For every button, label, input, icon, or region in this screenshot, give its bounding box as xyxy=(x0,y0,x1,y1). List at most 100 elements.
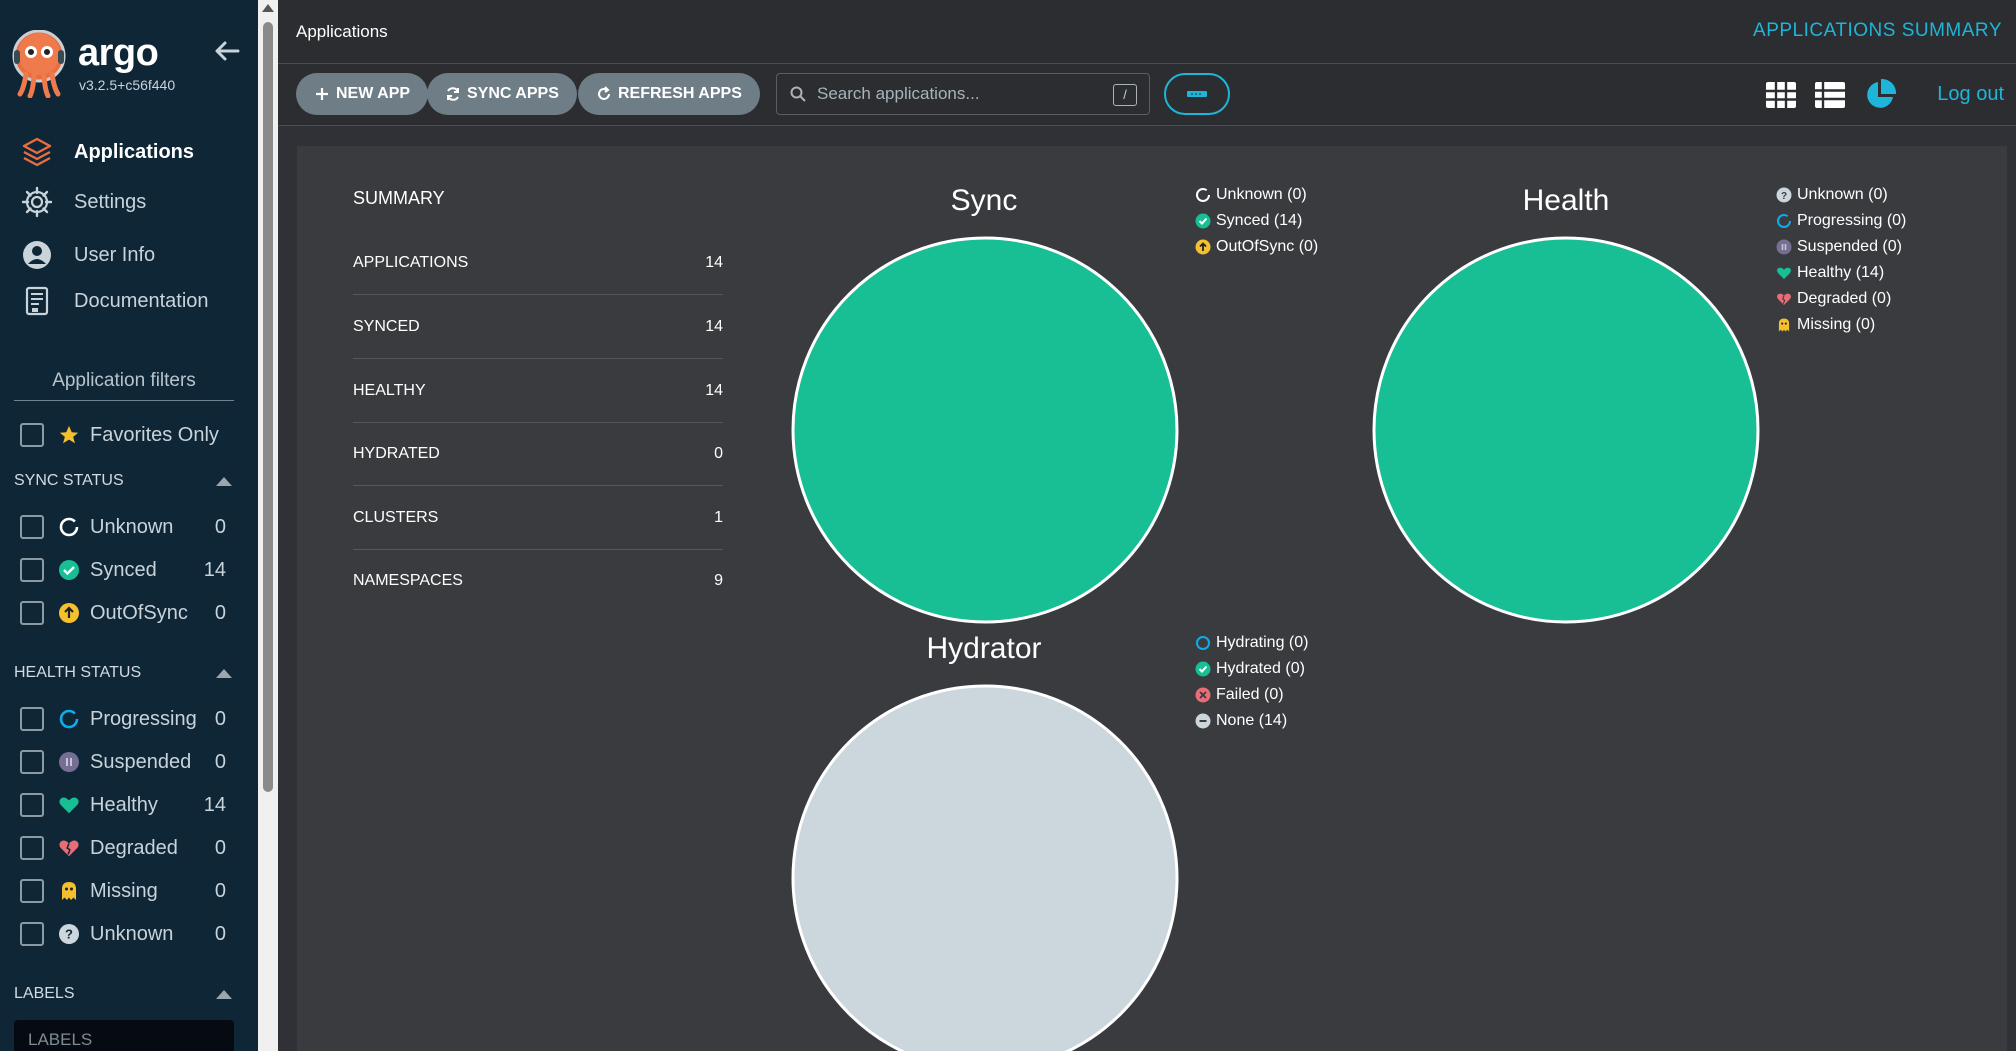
legend-label: Synced (14) xyxy=(1216,212,1303,229)
checkbox[interactable] xyxy=(20,707,44,731)
filter-sync-outofsync[interactable]: OutOfSync 0 xyxy=(20,598,234,628)
health-pie-chart xyxy=(1372,236,1760,624)
app-version: v3.2.5+c56f440 xyxy=(79,77,176,93)
search-box[interactable]: / xyxy=(776,73,1150,115)
view-tiles-button[interactable] xyxy=(1764,78,1798,112)
nav-user-info[interactable]: User Info xyxy=(20,235,155,275)
svg-text:?: ? xyxy=(1781,191,1787,202)
checkbox[interactable] xyxy=(20,836,44,860)
checkbox[interactable] xyxy=(20,793,44,817)
filter-favorites[interactable]: Favorites Only xyxy=(20,420,234,450)
section-title: LABELS xyxy=(14,985,75,1002)
filter-health-suspended[interactable]: Suspended 0 xyxy=(20,747,234,777)
sidebar-scrollbar[interactable] xyxy=(258,0,278,1051)
circle-notch-icon xyxy=(58,516,80,538)
book-icon xyxy=(20,284,54,318)
summary-label: HEALTHY xyxy=(353,381,426,399)
nav-label: Applications xyxy=(74,140,195,163)
favorites-label: Favorites Only xyxy=(90,423,219,446)
nav-settings[interactable]: Settings xyxy=(20,182,146,222)
scroll-up-arrow-icon[interactable] xyxy=(262,4,274,12)
section-title: HEALTH STATUS xyxy=(14,664,142,681)
section-title: SYNC STATUS xyxy=(14,472,124,489)
legend-label: Hydrating (0) xyxy=(1216,634,1309,651)
filter-label: Missing xyxy=(90,879,158,902)
search-input[interactable] xyxy=(817,84,1107,104)
summary-label: NAMESPACES xyxy=(353,572,463,589)
summary-value: 9 xyxy=(714,572,723,589)
legend-item: Degraded (0) xyxy=(1776,286,1906,312)
check-circle-icon xyxy=(1195,661,1211,677)
sidebar: argo v3.2.5+c56f440 Applications Setting… xyxy=(0,0,258,1051)
check-circle-icon xyxy=(58,559,80,581)
broken-heart-icon xyxy=(1776,291,1792,307)
new-app-button[interactable]: NEW APP xyxy=(296,73,429,115)
summary-value: 14 xyxy=(705,317,723,335)
collapse-sidebar-button[interactable] xyxy=(212,36,242,66)
checkbox[interactable] xyxy=(20,922,44,946)
filter-toggle-button[interactable] xyxy=(1164,73,1230,115)
summary-title: SUMMARY xyxy=(353,188,445,208)
progress-circle-icon xyxy=(1776,213,1792,229)
sync-status-header[interactable]: SYNC STATUS xyxy=(14,470,234,492)
filter-sync-synced[interactable]: Synced 14 xyxy=(20,555,234,585)
pie-chart-icon xyxy=(1867,78,1897,108)
legend-item: Hydrating (0) xyxy=(1195,630,1308,656)
broken-heart-icon xyxy=(58,837,80,859)
refresh-icon xyxy=(598,86,610,100)
filter-health-missing[interactable]: Missing 0 xyxy=(20,876,234,906)
heart-icon xyxy=(58,794,80,816)
checkbox[interactable] xyxy=(20,879,44,903)
view-list-button[interactable] xyxy=(1813,78,1847,112)
filter-bar-icon xyxy=(1187,91,1207,97)
legend-item: Hydrated (0) xyxy=(1195,656,1308,682)
checkbox[interactable] xyxy=(20,558,44,582)
filter-count: 0 xyxy=(214,750,226,773)
checkbox[interactable] xyxy=(20,515,44,539)
legend-item: Suspended (0) xyxy=(1776,234,1906,260)
view-summary-button[interactable] xyxy=(1863,78,1897,112)
search-icon xyxy=(790,86,806,102)
summary-value: 14 xyxy=(705,253,723,271)
collapse-triangle-icon xyxy=(216,476,232,486)
summary-row: HEALTHY 14 xyxy=(353,359,723,423)
logout-link[interactable]: Log out xyxy=(1937,83,2004,105)
arrow-up-circle-icon xyxy=(1195,239,1211,255)
favorites-checkbox[interactable] xyxy=(20,423,44,447)
filters-title: Application filters xyxy=(14,370,234,401)
list-icon xyxy=(1815,82,1845,108)
pie-slice-healthy[interactable] xyxy=(1372,236,1760,624)
scroll-thumb[interactable] xyxy=(263,22,273,792)
pie-slice-none[interactable] xyxy=(791,684,1179,1051)
legend-label: Unknown (0) xyxy=(1797,186,1888,203)
checkbox[interactable] xyxy=(20,750,44,774)
labels-input[interactable]: LABELS xyxy=(14,1020,234,1051)
button-label: SYNC APPS xyxy=(467,85,559,102)
health-status-header[interactable]: HEALTH STATUS xyxy=(14,662,234,684)
argo-logo[interactable] xyxy=(12,29,66,99)
summary-row: CLUSTERS 1 xyxy=(353,486,723,550)
argo-octopus-icon xyxy=(12,29,66,99)
minus-circle-icon xyxy=(1195,713,1211,729)
pie-slice-synced[interactable] xyxy=(791,236,1179,624)
checkbox[interactable] xyxy=(20,601,44,625)
breadcrumb[interactable]: Applications xyxy=(296,22,388,41)
labels-header[interactable]: LABELS xyxy=(14,983,234,1005)
nav-label: Settings xyxy=(74,190,147,213)
sync-apps-button[interactable]: SYNC APPS xyxy=(427,73,577,115)
refresh-apps-button[interactable]: REFRESH APPS xyxy=(578,73,760,115)
health-chart-title: Health xyxy=(1522,184,1610,217)
filter-health-unknown[interactable]: ? Unknown 0 xyxy=(20,919,234,949)
filter-count: 0 xyxy=(214,601,226,624)
nav-documentation[interactable]: Documentation xyxy=(20,281,209,321)
filter-health-degraded[interactable]: Degraded 0 xyxy=(20,833,234,863)
filter-health-healthy[interactable]: Healthy 14 xyxy=(20,790,234,820)
nav-applications[interactable]: Applications xyxy=(20,132,194,172)
filter-sync-unknown[interactable]: Unknown 0 xyxy=(20,512,234,542)
button-label: REFRESH APPS xyxy=(618,85,742,102)
filter-health-progressing[interactable]: Progressing 0 xyxy=(20,704,234,734)
pause-circle-icon xyxy=(58,751,80,773)
legend-item: ? Unknown (0) xyxy=(1776,182,1906,208)
filter-count: 14 xyxy=(203,793,226,816)
